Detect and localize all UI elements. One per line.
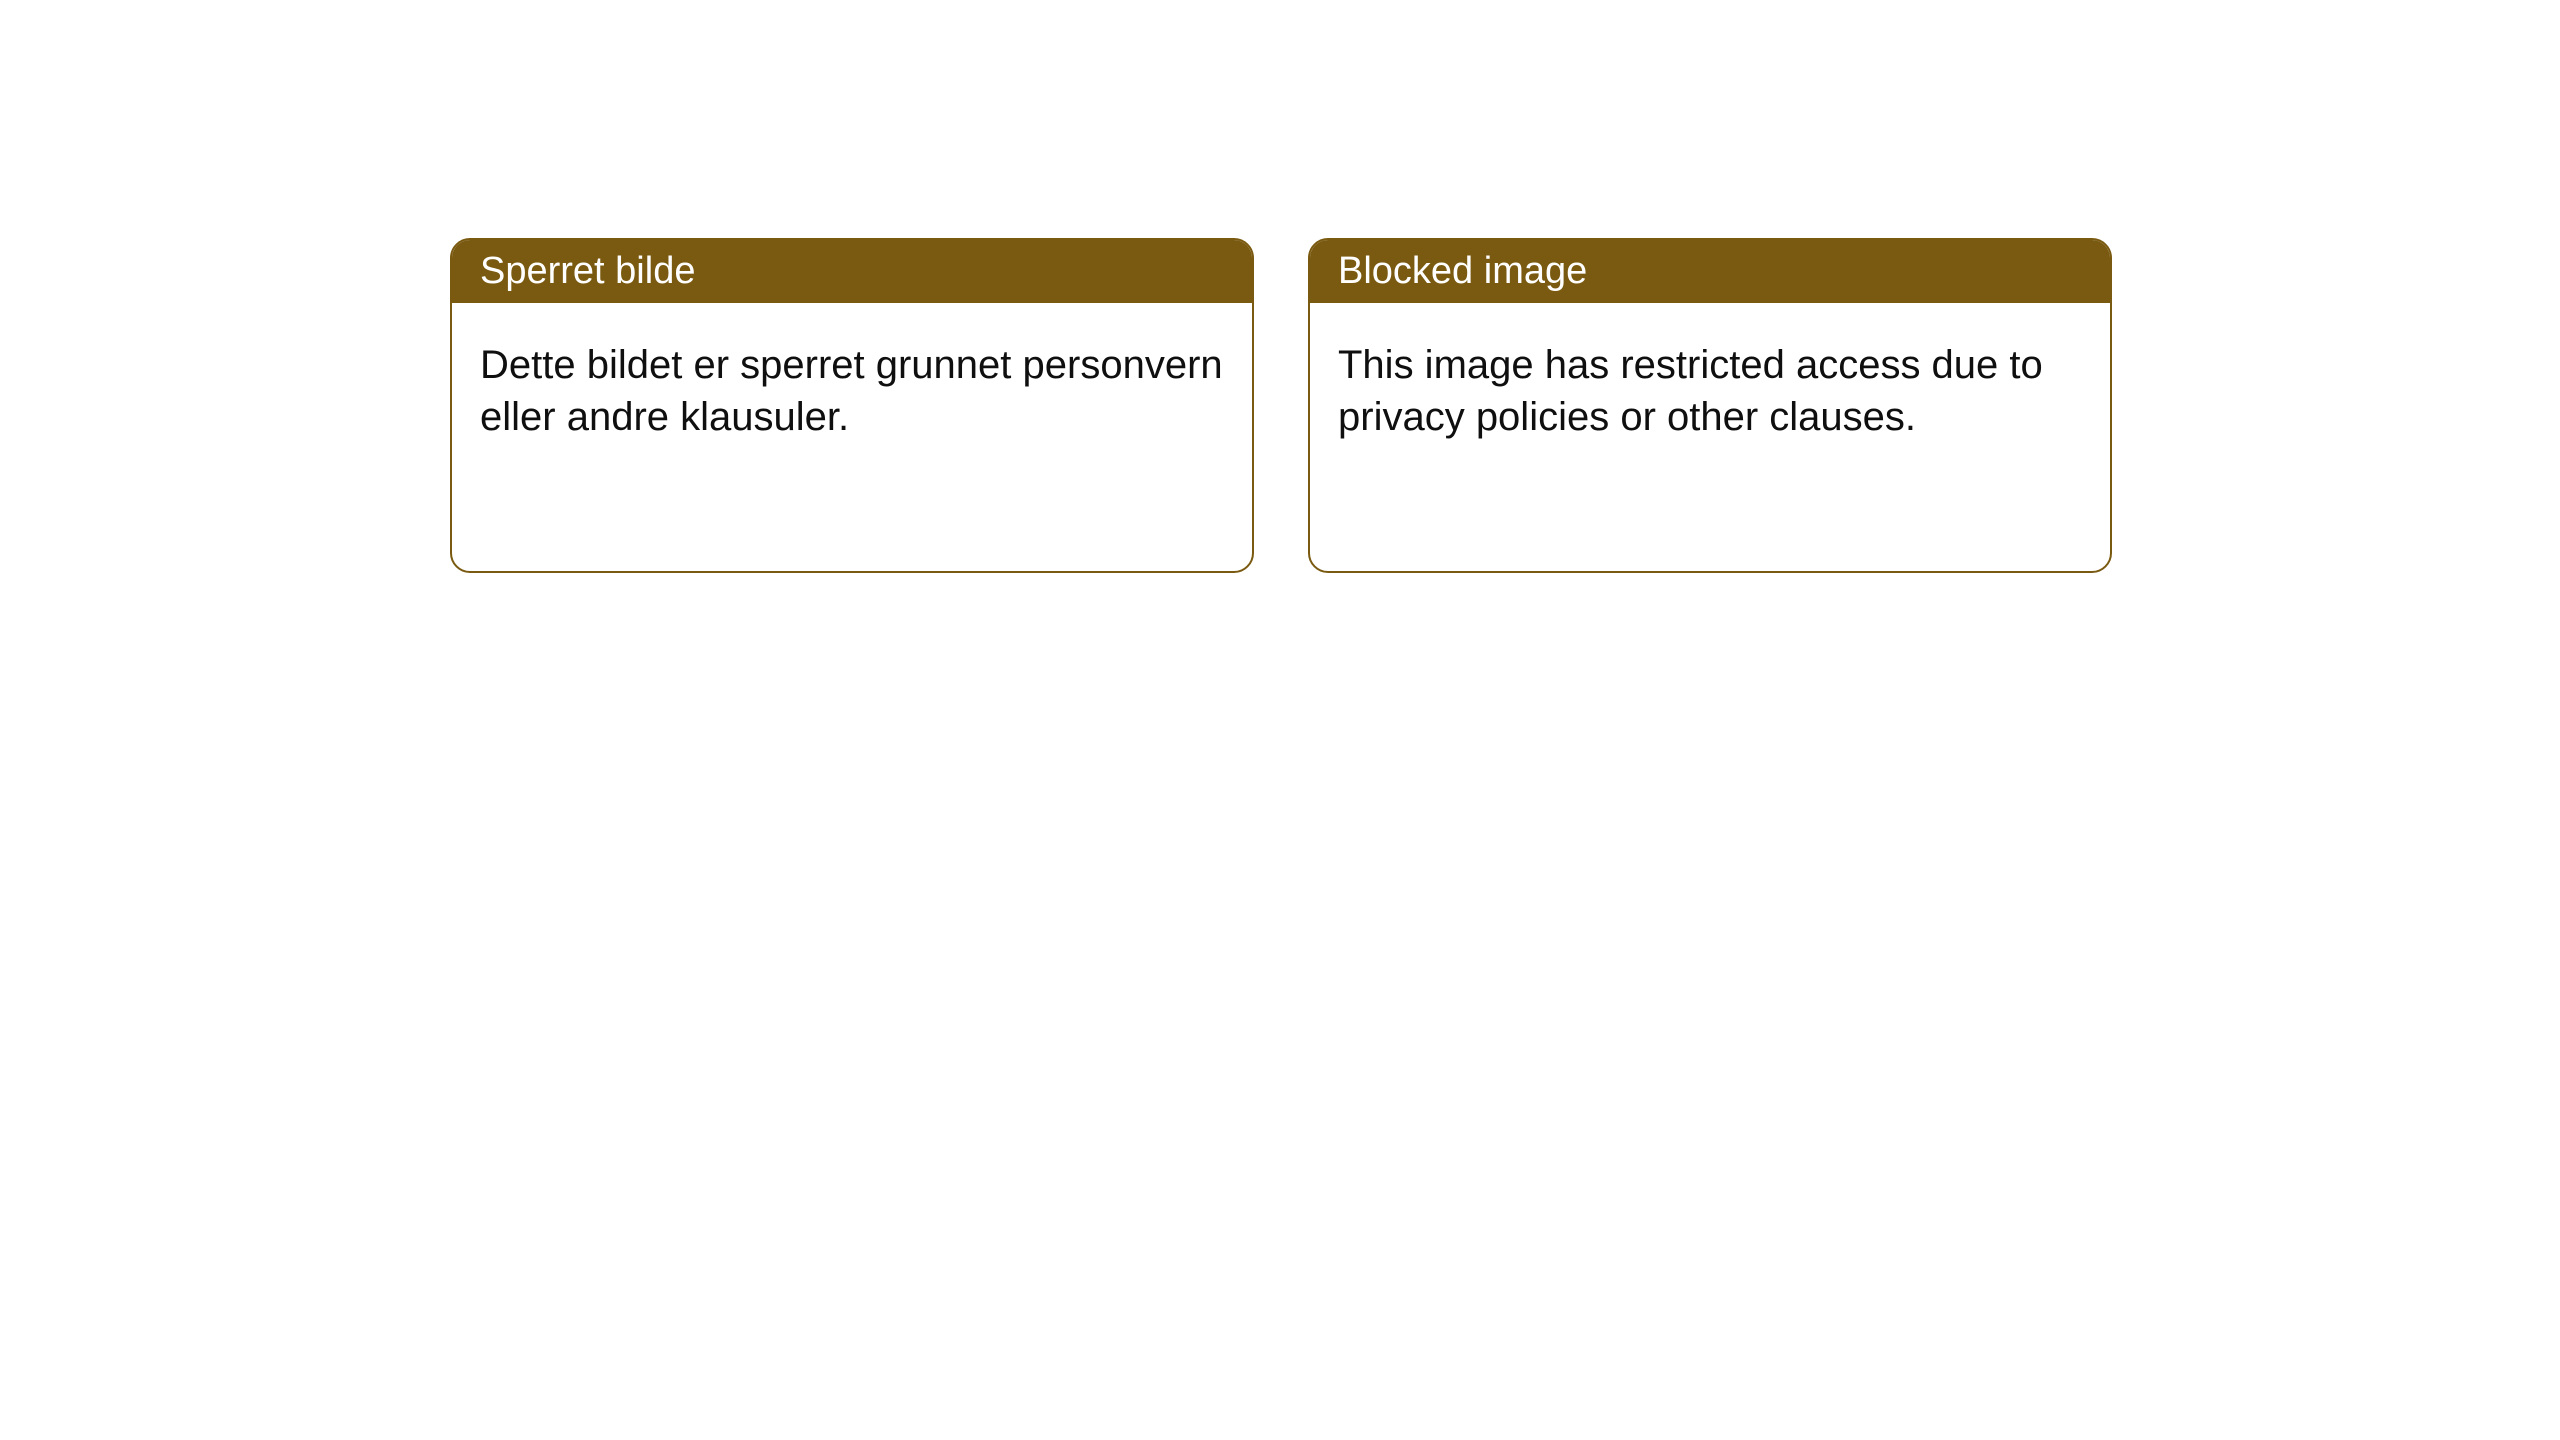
card-title: Blocked image bbox=[1310, 240, 2110, 303]
blocked-image-card-no: Sperret bilde Dette bildet er sperret gr… bbox=[450, 238, 1254, 573]
card-body: Dette bildet er sperret grunnet personve… bbox=[452, 303, 1252, 479]
card-title: Sperret bilde bbox=[452, 240, 1252, 303]
message-cards-container: Sperret bilde Dette bildet er sperret gr… bbox=[0, 0, 2560, 573]
blocked-image-card-en: Blocked image This image has restricted … bbox=[1308, 238, 2112, 573]
card-body: This image has restricted access due to … bbox=[1310, 303, 2110, 479]
